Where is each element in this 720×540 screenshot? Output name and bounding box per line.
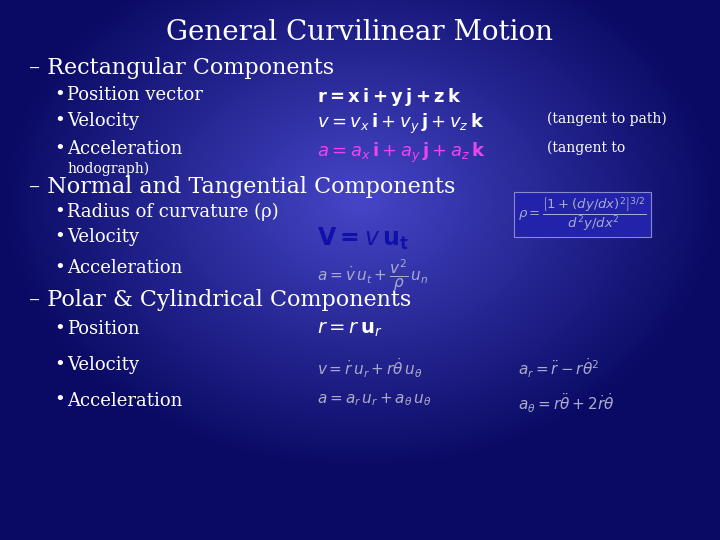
Text: $\mathbf{r = x\,i + y\,j + z\,k}$: $\mathbf{r = x\,i + y\,j + z\,k}$ [317, 86, 462, 109]
Text: Velocity: Velocity [67, 228, 139, 246]
Text: $\rho = \dfrac{\left[1+(dy/dx)^2\right]^{3/2}}{d^2y/dx^2}$: $\rho = \dfrac{\left[1+(dy/dx)^2\right]^… [518, 195, 647, 233]
Text: Velocity: Velocity [67, 112, 139, 130]
Text: $v = \dot{r}\,u_r + r\dot{\theta}\,u_\theta$: $v = \dot{r}\,u_r + r\dot{\theta}\,u_\th… [317, 356, 423, 380]
Text: $a = a_r\,u_r + a_\theta\,u_\theta$: $a = a_r\,u_r + a_\theta\,u_\theta$ [317, 392, 431, 408]
Text: •: • [54, 140, 65, 158]
Text: (tangent to path): (tangent to path) [547, 112, 667, 126]
Text: $a_\theta = r\ddot{\theta} + 2\dot{r}\dot{\theta}$: $a_\theta = r\ddot{\theta} + 2\dot{r}\do… [518, 392, 615, 415]
Text: – Normal and Tangential Components: – Normal and Tangential Components [29, 176, 455, 198]
Text: •: • [54, 86, 65, 104]
Text: $r = r\,\mathbf{u}_r$: $r = r\,\mathbf{u}_r$ [317, 320, 382, 339]
Text: Acceleration: Acceleration [67, 259, 182, 277]
Text: Velocity: Velocity [67, 356, 139, 374]
Text: General Curvilinear Motion: General Curvilinear Motion [166, 19, 554, 46]
Text: $\mathbf{V = \mathit{v}\,u_t}$: $\mathbf{V = \mathit{v}\,u_t}$ [317, 226, 408, 252]
Text: •: • [54, 259, 65, 277]
Text: •: • [54, 356, 65, 374]
Text: •: • [54, 202, 65, 220]
Text: – Rectangular Components: – Rectangular Components [29, 57, 334, 79]
Text: $a_r = \ddot{r} - r\dot{\theta}^2$: $a_r = \ddot{r} - r\dot{\theta}^2$ [518, 356, 600, 380]
Text: Radius of curvature (ρ): Radius of curvature (ρ) [67, 202, 279, 221]
Text: Acceleration: Acceleration [67, 140, 182, 158]
Text: •: • [54, 392, 65, 409]
Text: – Polar & Cylindrical Components: – Polar & Cylindrical Components [29, 289, 411, 311]
Text: (tangent to: (tangent to [547, 140, 626, 155]
Text: •: • [54, 228, 65, 246]
Text: Position: Position [67, 320, 140, 338]
Text: $a = \dot{v}\,u_t + \dfrac{v^2}{\rho}\,u_n$: $a = \dot{v}\,u_t + \dfrac{v^2}{\rho}\,u… [317, 257, 428, 293]
Text: $v = v_x\,\mathbf{i} + v_y\,\mathbf{j} + v_z\,\mathbf{k}$: $v = v_x\,\mathbf{i} + v_y\,\mathbf{j} +… [317, 112, 484, 136]
Text: hodograph): hodograph) [67, 162, 149, 177]
Text: Position vector: Position vector [67, 86, 203, 104]
Text: Acceleration: Acceleration [67, 392, 182, 409]
Text: •: • [54, 112, 65, 130]
Text: •: • [54, 320, 65, 338]
Text: $a = a_x\,\mathbf{i} + a_y\,\mathbf{j} + a_z\,\mathbf{k}$: $a = a_x\,\mathbf{i} + a_y\,\mathbf{j} +… [317, 140, 485, 165]
